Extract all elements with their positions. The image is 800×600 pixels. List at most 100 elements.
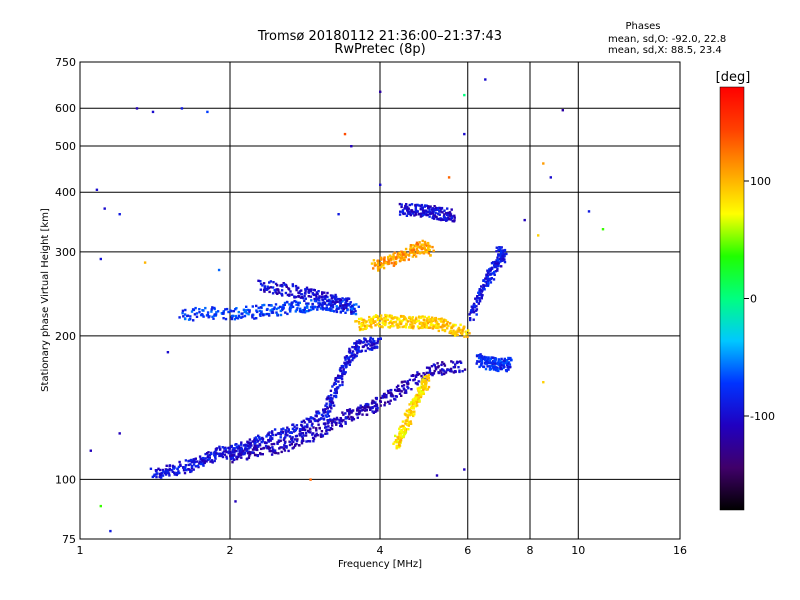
data-point bbox=[403, 258, 406, 262]
data-point bbox=[197, 465, 200, 469]
data-point bbox=[224, 450, 227, 453]
data-point bbox=[184, 459, 188, 462]
data-point bbox=[360, 322, 363, 326]
data-point bbox=[376, 341, 379, 345]
data-point bbox=[372, 411, 375, 414]
data-point bbox=[295, 303, 298, 306]
data-point bbox=[431, 327, 435, 330]
data-point bbox=[300, 435, 304, 438]
data-point bbox=[271, 292, 275, 295]
data-point bbox=[389, 320, 393, 323]
data-point bbox=[428, 210, 432, 214]
data-point bbox=[409, 411, 412, 414]
data-point bbox=[296, 286, 300, 290]
data-point bbox=[217, 452, 220, 455]
data-point bbox=[214, 455, 217, 459]
data-point bbox=[500, 357, 503, 361]
data-point bbox=[405, 391, 408, 394]
data-point bbox=[411, 255, 414, 258]
data-point bbox=[355, 340, 358, 343]
data-point bbox=[488, 368, 492, 371]
data-point bbox=[344, 311, 347, 314]
data-point bbox=[249, 452, 252, 456]
data-point bbox=[542, 162, 545, 165]
data-point bbox=[454, 370, 457, 373]
data-point bbox=[398, 442, 401, 445]
data-point bbox=[363, 409, 367, 412]
data-point bbox=[486, 361, 490, 365]
data-point bbox=[333, 395, 336, 398]
data-point bbox=[269, 309, 272, 312]
data-point bbox=[478, 298, 481, 302]
data-point bbox=[345, 299, 349, 302]
data-point bbox=[315, 410, 318, 413]
data-point bbox=[366, 347, 370, 350]
data-point bbox=[430, 320, 433, 323]
data-point bbox=[443, 218, 446, 221]
data-point bbox=[496, 256, 499, 259]
data-point bbox=[177, 470, 180, 473]
data-point bbox=[401, 325, 404, 329]
data-point bbox=[149, 467, 153, 470]
data-point bbox=[444, 371, 448, 374]
data-point bbox=[303, 421, 306, 424]
data-point bbox=[293, 296, 296, 299]
data-point bbox=[400, 250, 403, 253]
data-point bbox=[473, 304, 476, 307]
data-point bbox=[523, 218, 526, 222]
data-point bbox=[259, 452, 262, 455]
data-point bbox=[356, 351, 359, 355]
data-point bbox=[289, 310, 292, 313]
data-point bbox=[269, 280, 273, 283]
data-point bbox=[404, 317, 408, 320]
data-point bbox=[400, 205, 403, 209]
data-point bbox=[331, 400, 334, 403]
data-point bbox=[353, 347, 357, 350]
data-point bbox=[485, 275, 489, 278]
data-point bbox=[335, 391, 338, 394]
data-point bbox=[159, 475, 162, 479]
data-point bbox=[375, 403, 378, 406]
data-point bbox=[431, 373, 434, 377]
data-point bbox=[248, 438, 252, 441]
data-point bbox=[335, 305, 338, 308]
data-point bbox=[338, 297, 341, 301]
data-point bbox=[380, 314, 383, 317]
data-point bbox=[255, 304, 258, 308]
data-point bbox=[324, 404, 327, 407]
data-point bbox=[441, 218, 444, 221]
data-point bbox=[280, 283, 283, 287]
data-point bbox=[427, 247, 430, 251]
data-point bbox=[497, 262, 501, 265]
data-point bbox=[426, 245, 430, 249]
data-point bbox=[461, 329, 464, 332]
data-point bbox=[441, 328, 444, 332]
data-point bbox=[455, 331, 458, 334]
data-point bbox=[487, 282, 490, 286]
data-point bbox=[395, 444, 398, 448]
data-point bbox=[341, 300, 344, 303]
data-point bbox=[383, 258, 386, 262]
data-point bbox=[284, 311, 287, 314]
data-point bbox=[306, 425, 309, 429]
data-point bbox=[253, 437, 256, 440]
data-point bbox=[160, 472, 163, 475]
data-point bbox=[237, 310, 240, 314]
data-point bbox=[254, 446, 258, 449]
data-point bbox=[498, 246, 501, 249]
data-point bbox=[452, 366, 455, 369]
data-point bbox=[383, 316, 386, 320]
chart-title-line1: Tromsø 20180112 21:36:00–21:37:43 bbox=[257, 29, 502, 44]
data-point bbox=[276, 313, 279, 316]
data-point bbox=[308, 418, 311, 422]
data-point bbox=[312, 437, 316, 441]
data-point bbox=[337, 374, 340, 377]
y-tick-label: 400 bbox=[55, 186, 76, 199]
data-point bbox=[336, 418, 339, 421]
data-point bbox=[395, 389, 398, 392]
data-point bbox=[299, 310, 303, 313]
data-point bbox=[211, 315, 214, 318]
data-point bbox=[322, 417, 326, 420]
data-point bbox=[338, 419, 341, 422]
data-point bbox=[479, 355, 482, 358]
